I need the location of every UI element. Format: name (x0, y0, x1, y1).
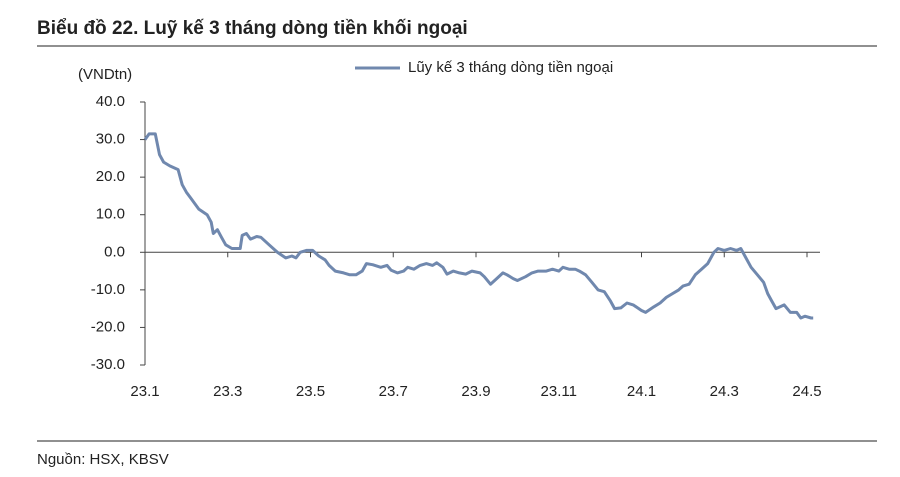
y-tick-label: 20.0 (96, 168, 125, 185)
chart-title: Biểu đồ 22. Luỹ kế 3 tháng dòng tiền khố… (37, 18, 468, 39)
x-tick-label: 23.3 (213, 383, 242, 400)
x-tick-label: 23.1 (130, 383, 159, 400)
x-tick-label: 23.11 (541, 383, 577, 400)
x-tick-label: 23.9 (461, 383, 490, 400)
y-tick-label: -30.0 (91, 356, 125, 373)
x-tick-label: 24.1 (627, 383, 656, 400)
y-tick-label: 30.0 (96, 131, 125, 148)
x-tick-label: 24.5 (792, 383, 821, 400)
y-tick-label: -20.0 (91, 318, 125, 335)
source: Nguồn: HSX, KBSV (37, 451, 169, 468)
x-tick-label: 23.7 (379, 383, 408, 400)
x-tick-label: 24.3 (710, 383, 739, 400)
y-tick-label: 0.0 (104, 243, 125, 260)
series-line (143, 132, 814, 320)
y-tick-label: 40.0 (96, 93, 125, 110)
y-tick-label: -10.0 (91, 281, 125, 298)
legend-label: Lũy kế 3 tháng dòng tiền ngoại (408, 59, 613, 76)
y-axis-label: (VNDtn) (78, 66, 132, 83)
x-tick-label: 23.5 (296, 383, 325, 400)
y-tick-label: 10.0 (96, 206, 125, 223)
